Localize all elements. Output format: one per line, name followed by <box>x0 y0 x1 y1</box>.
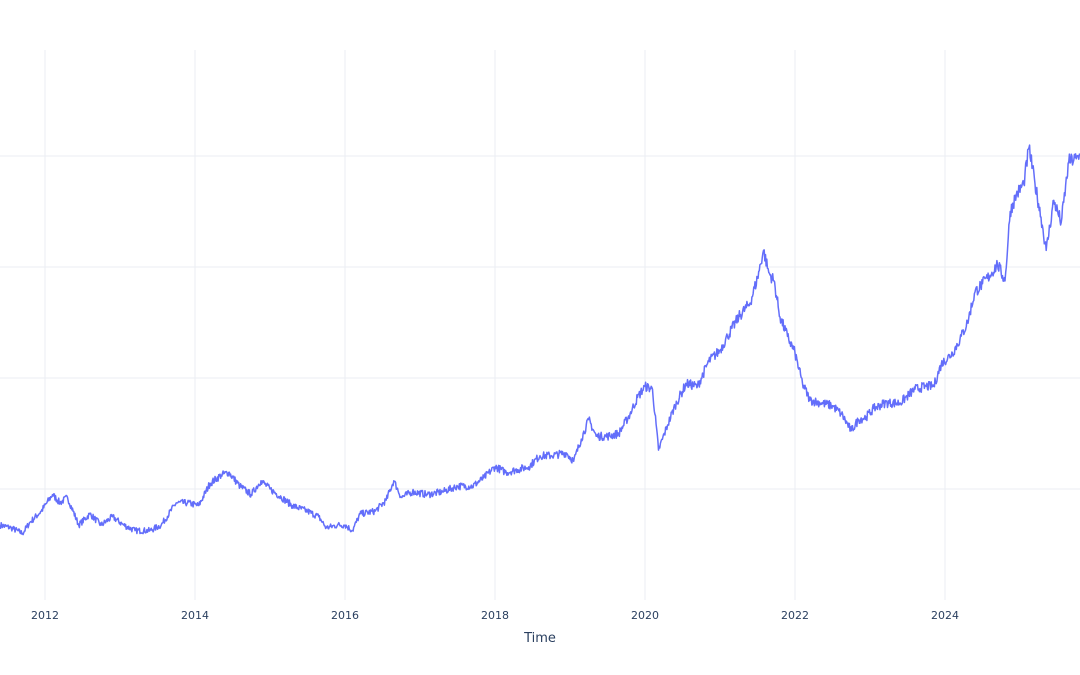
series-layer <box>0 144 1080 536</box>
x-axis-ticks: 2012 2014 2016 2018 2020 2022 2024 <box>31 609 959 622</box>
x-tick-label: 2024 <box>931 609 959 622</box>
grid <box>0 50 1080 600</box>
x-axis-title: Time <box>523 631 556 646</box>
x-tick-label: 2012 <box>31 609 59 622</box>
series-line-0 <box>0 144 1080 536</box>
x-tick-label: 2014 <box>181 609 209 622</box>
x-tick-label: 2022 <box>781 609 809 622</box>
x-tick-label: 2020 <box>631 609 659 622</box>
x-tick-label: 2018 <box>481 609 509 622</box>
x-tick-label: 2016 <box>331 609 359 622</box>
